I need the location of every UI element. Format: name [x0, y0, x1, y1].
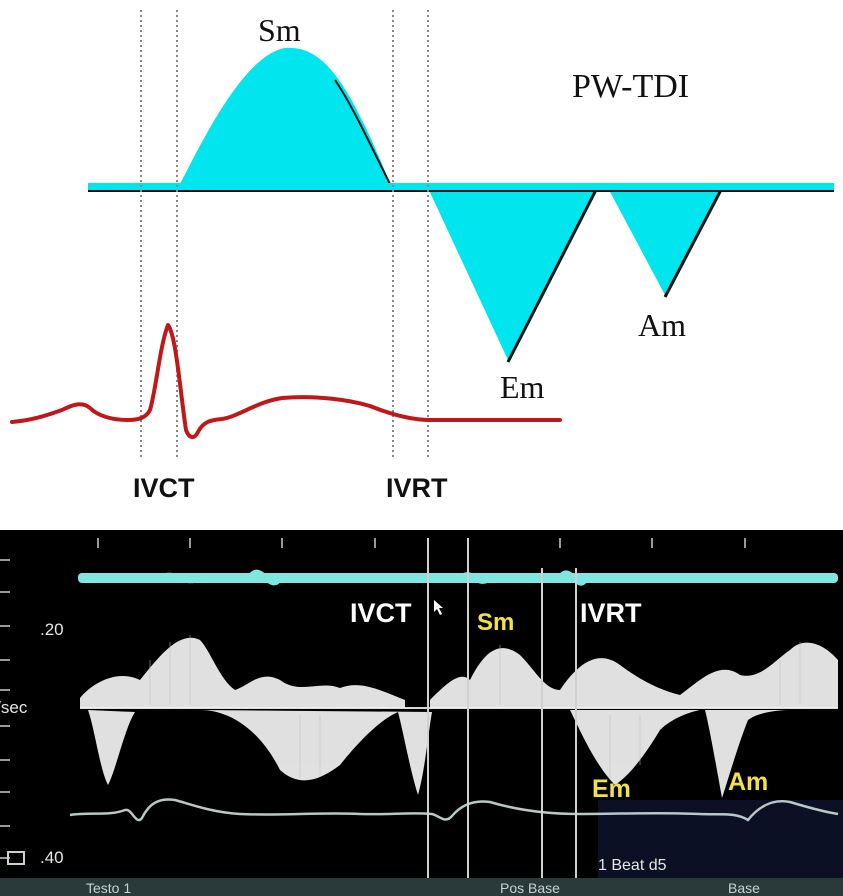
settings-icon	[7, 851, 25, 865]
overlay-em-label: Em	[592, 775, 631, 803]
em-wave	[428, 188, 597, 360]
footer-bar	[0, 878, 843, 896]
doppler-tdi-recording: .20 m/sec .40 IVCT IVRT Sm Em Am 1 Beat …	[0, 530, 843, 896]
scale-ticks	[0, 559, 10, 859]
overlay-sm-label: Sm	[477, 609, 514, 636]
marker-lines	[427, 538, 577, 878]
ecg-trace	[10, 323, 562, 439]
sm-label: Sm	[258, 12, 301, 48]
sm-wave	[178, 47, 392, 189]
cursor-icon	[434, 600, 443, 615]
spectral-texture	[149, 635, 801, 780]
beat-label: 1 Beat d5	[598, 857, 667, 874]
overlay-ivrt-label: IVRT	[580, 598, 642, 628]
baseline-cyan	[88, 183, 834, 191]
footer-left-label: Testo 1	[86, 880, 131, 896]
em-label: Em	[500, 369, 545, 405]
pw-tdi-title: PW-TDI	[572, 68, 689, 105]
axis-label-upper: .20	[40, 620, 64, 639]
top-trace-bulges	[158, 569, 589, 586]
ivct-label: IVCT	[133, 473, 195, 503]
overlay-am-label: Am	[728, 768, 768, 796]
axis-label-lower: .40	[40, 848, 64, 867]
em-wave-edge	[506, 187, 599, 363]
ivrt-label: IVRT	[386, 473, 448, 503]
footer-right-label: Base	[728, 880, 760, 896]
doppler-ecg-trace	[69, 798, 839, 822]
axis-label-unit: m/sec	[0, 698, 28, 717]
sm-wave-edge	[334, 79, 393, 189]
pw-tdi-schematic: PW-TDI Sm Em Am IVCT IVRT	[10, 10, 834, 503]
am-label: Am	[638, 307, 686, 343]
footer-middle-label: Pos Base	[500, 880, 560, 896]
am-wave	[608, 188, 722, 295]
spectral-envelope	[80, 637, 838, 798]
am-wave-edge	[663, 187, 724, 298]
overlay-ivct-label: IVCT	[350, 598, 412, 628]
